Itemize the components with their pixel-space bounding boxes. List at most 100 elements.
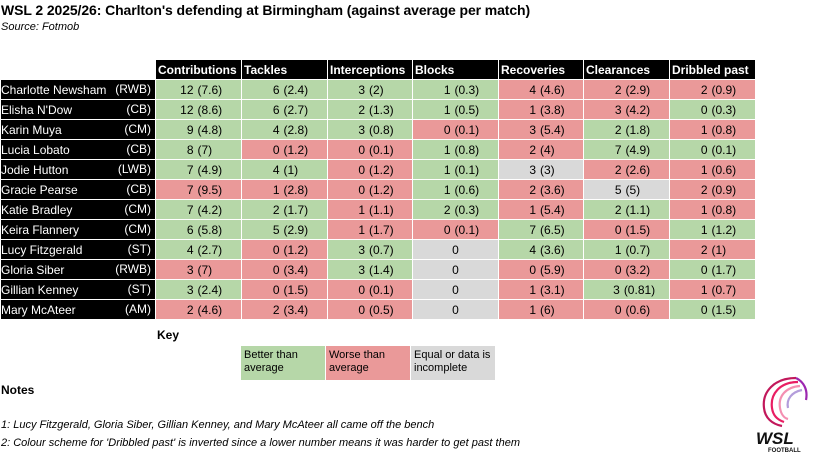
player-name: Lucia Lobato [1, 142, 70, 157]
stat-value: 1 [700, 282, 708, 297]
player-name-cell: Mary McAteer (AM) [0, 299, 156, 320]
stat-value: 2 [700, 242, 708, 257]
table-row: Elisha N'Dow (CB) 12 (8.6) 6 (2.7) 2 (1.3) 1 (0.5… [0, 99, 756, 120]
stat-cell: 7 (4.9) [155, 159, 242, 180]
stat-value: 0 [272, 262, 280, 277]
stat-cell: 3 (2.4) [155, 279, 242, 300]
player-name: Gloria Siber [1, 262, 65, 277]
player-name-cell: Katie Bradley (CM) [0, 199, 156, 220]
wsl-logo-icon: WSL FOOTBALL [756, 376, 808, 454]
stat-average: (4.6) [540, 82, 565, 97]
stat-cell: 0 [412, 239, 499, 260]
stat-average: (4) [540, 142, 555, 157]
stat-cell: 0 (1.5) [669, 299, 756, 320]
stat-cell: 3 (2) [327, 79, 413, 100]
table-row: Lucia Lobato (CB) 8 (7) 0 (1.2) 0 (0.1) 1 (0.8) 2(… [0, 139, 756, 160]
stat-cell: 7 (9.5) [155, 179, 242, 200]
table-row: Gloria Siber (RWB) 3 (7) 0 (3.4) 3 (1.4) 0 0 (5.9)… [0, 259, 756, 280]
column-header: Contributions [155, 59, 242, 80]
stat-average: (3.4) [283, 302, 309, 317]
stat-average: (1.5) [711, 302, 737, 317]
column-header: Recoveries [498, 59, 584, 80]
stat-value: 3 [186, 282, 194, 297]
stat-cell: 0 (0.1) [412, 219, 499, 240]
player-name-cell: Elisha N'Dow (CB) [0, 99, 156, 120]
player-name-cell: Keira Flannery (CM) [0, 219, 156, 240]
stat-value: 1 [700, 202, 708, 217]
player-name: Katie Bradley [1, 202, 73, 217]
stat-cell: 1 (0.5) [412, 99, 499, 120]
table-row: Jodie Hutton (LWB) 7 (4.9) 4 (1) 0 (1.2) 1 (0.1) 3… [0, 159, 756, 180]
table-row: Mary McAteer (AM) 2 (4.6) 2 (3.4) 0 (0.5) 0 1 (6) 0… [0, 299, 756, 320]
stat-value: 9 [186, 122, 194, 137]
stat-cell: 2 (2.9) [583, 79, 670, 100]
stat-average: (6) [540, 302, 555, 317]
stat-value: 2 [186, 302, 194, 317]
stat-value: 0 [272, 282, 280, 297]
stat-cell: 1 (1.7) [327, 219, 413, 240]
stat-cell: 2 (1.3) [327, 99, 413, 120]
stat-average: (0.6) [454, 182, 480, 197]
stat-average: (0.1) [711, 142, 737, 157]
stat-average: (0.8) [369, 122, 394, 137]
stat-average: (1.5) [283, 282, 309, 297]
stat-average: (3.6) [540, 182, 565, 197]
stat-cell: 0 (1.2) [241, 239, 328, 260]
player-position: (CB) [126, 102, 151, 116]
stat-cell: 1 (5.4) [498, 199, 584, 220]
player-name: Jodie Hutton [1, 162, 69, 177]
stat-average: (2.8) [283, 182, 309, 197]
stat-average: (0.9) [711, 82, 737, 97]
player-position: (CM) [124, 202, 151, 216]
stat-average: (4.6) [197, 302, 223, 317]
stat-average: (0.7) [369, 242, 394, 257]
stat-value: 1 [443, 142, 451, 157]
note-1: 1: Lucy Fitzgerald, Gloria Siber, Gillia… [1, 419, 435, 431]
key-better: Better than average [241, 346, 325, 380]
stat-average: (0.5) [454, 102, 480, 117]
stat-average: (3.1) [540, 282, 565, 297]
stat-value: 6 [186, 222, 194, 237]
stat-cell: 3 (4.2) [583, 99, 670, 120]
stat-value: 2 [272, 302, 280, 317]
stat-cell: 3 (3) [498, 159, 584, 180]
key-worse: Worse than average [326, 346, 410, 380]
stat-value: 4 [186, 242, 194, 257]
stat-cell: 5 (2.9) [241, 219, 328, 240]
stat-average: (1.1) [625, 202, 651, 217]
player-name: Elisha N'Dow [1, 102, 72, 117]
stat-cell: 3 (1.4) [327, 259, 413, 280]
stat-cell: 0 (0.5) [327, 299, 413, 320]
player-position: (ST) [127, 242, 151, 256]
stat-average: (0.3) [454, 82, 480, 97]
stat-cell: 7 (4.2) [155, 199, 242, 220]
stat-value: 7 [186, 202, 194, 217]
stat-average: (3.8) [540, 102, 565, 117]
stat-average: (8.6) [197, 102, 223, 117]
stat-average: (6.5) [540, 222, 565, 237]
stat-average: (0.7) [711, 282, 737, 297]
stat-value: 2 [614, 162, 622, 177]
stat-value: 1 [700, 162, 708, 177]
stat-value: 0 [614, 222, 622, 237]
stat-value: 3 [358, 82, 365, 97]
stat-average: (2.7) [283, 102, 309, 117]
stat-cell: 2 (2.6) [583, 159, 670, 180]
stat-value: 1 [529, 102, 536, 117]
stat-value: 0 [614, 262, 622, 277]
stat-cell: 6 (5.8) [155, 219, 242, 240]
stat-value: 6 [272, 82, 280, 97]
stat-cell: 4 (2.7) [155, 239, 242, 260]
stat-average: (4.2) [197, 202, 223, 217]
stat-average: (2.8) [283, 122, 309, 137]
stat-cell: 2 (1.7) [241, 199, 328, 220]
stat-value: 2 [700, 82, 708, 97]
stat-value: 0 [452, 282, 459, 297]
stat-cell: 0 (1.2) [241, 139, 328, 160]
stat-cell: 1 (0.7) [669, 279, 756, 300]
stat-cell: 1 (0.6) [669, 159, 756, 180]
player-name: Gillian Kenney [1, 282, 79, 297]
stat-average: (0.5) [369, 302, 394, 317]
stat-value: 12 [180, 82, 194, 97]
stat-cell: 1 (0.7) [583, 239, 670, 260]
